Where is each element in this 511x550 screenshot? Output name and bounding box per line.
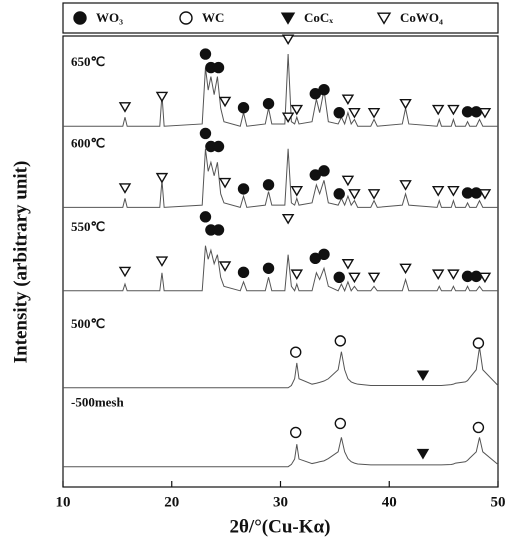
phase-marker xyxy=(367,272,381,284)
phase-marker xyxy=(318,83,330,96)
phase-marker xyxy=(281,112,295,124)
phase-marker xyxy=(333,271,345,283)
xrd-trace xyxy=(63,148,498,208)
phase-marker xyxy=(155,91,169,103)
legend-label: CoWO₄ xyxy=(400,10,443,25)
phase-marker xyxy=(367,189,381,200)
phase-marker xyxy=(290,104,304,116)
phase-marker xyxy=(334,335,347,347)
legend-swatch xyxy=(73,11,87,25)
phase-marker xyxy=(281,34,295,46)
phase-marker xyxy=(212,61,225,74)
phase-marker xyxy=(416,448,430,460)
phase-marker xyxy=(341,259,355,270)
phase-marker xyxy=(431,185,445,197)
phase-marker xyxy=(237,183,250,195)
phase-marker xyxy=(118,183,132,194)
phase-marker xyxy=(472,337,485,349)
legend-label: WC xyxy=(202,10,224,25)
phase-marker xyxy=(447,185,460,197)
y-axis-label: Intensity (arbitrary unit) xyxy=(10,161,31,364)
phase-marker xyxy=(218,177,232,189)
phase-marker xyxy=(212,140,225,153)
trace-label: 550℃ xyxy=(71,219,105,234)
x-tick-label: 40 xyxy=(382,494,397,510)
phase-marker xyxy=(199,48,212,60)
phase-marker xyxy=(431,104,445,116)
legend-swatch xyxy=(280,12,296,25)
phase-marker xyxy=(348,107,361,119)
phase-marker xyxy=(478,107,492,119)
phase-marker xyxy=(218,261,232,272)
x-axis-label: 2θ/°(Cu-Kα) xyxy=(230,516,331,537)
phase-marker xyxy=(399,263,412,275)
legend-box xyxy=(62,2,499,34)
phase-marker xyxy=(290,269,304,281)
legend-label: WO₃ xyxy=(96,10,123,25)
phase-marker xyxy=(290,346,302,358)
xrd-trace xyxy=(63,347,499,389)
x-tick-label: 30 xyxy=(273,494,288,510)
phase-marker xyxy=(431,269,445,281)
phase-marker xyxy=(341,94,355,106)
phase-marker xyxy=(318,248,330,260)
phase-marker xyxy=(478,189,492,200)
phase-marker xyxy=(155,172,169,184)
x-tick-label: 20 xyxy=(164,494,179,510)
phase-marker xyxy=(118,102,132,113)
phase-marker xyxy=(334,417,347,430)
trace-label: 500℃ xyxy=(71,316,105,331)
phase-marker xyxy=(237,266,250,279)
phase-marker xyxy=(367,107,381,119)
legend-swatch xyxy=(179,11,193,25)
phase-marker xyxy=(262,97,275,110)
phase-marker xyxy=(155,256,169,267)
phase-marker xyxy=(212,224,225,236)
phase-marker xyxy=(118,266,132,278)
phase-marker xyxy=(290,426,302,439)
xrd-trace xyxy=(63,54,498,127)
legend-label: CoCₓ xyxy=(304,10,333,25)
phase-marker xyxy=(348,272,361,284)
phase-marker xyxy=(447,269,460,281)
phase-marker xyxy=(262,262,275,274)
phase-marker xyxy=(218,96,232,108)
phase-marker xyxy=(416,370,430,382)
phase-marker xyxy=(399,180,412,191)
xrd-trace xyxy=(63,437,499,468)
phase-marker xyxy=(478,272,492,284)
x-tick-label: 10 xyxy=(56,494,71,510)
phase-marker xyxy=(290,185,304,197)
legend-swatch xyxy=(376,12,392,25)
x-tick-label: 50 xyxy=(491,494,506,510)
xrd-trace xyxy=(63,245,498,293)
phase-marker xyxy=(199,211,212,223)
phase-marker xyxy=(281,213,295,225)
trace-label: 650℃ xyxy=(71,54,105,69)
phase-marker xyxy=(333,188,345,200)
phase-marker xyxy=(199,127,212,140)
trace-label: -500mesh xyxy=(71,395,124,410)
trace-label: 600℃ xyxy=(71,135,105,150)
phase-marker xyxy=(399,98,412,110)
phase-marker xyxy=(333,106,345,119)
phase-marker xyxy=(318,165,330,177)
phase-marker xyxy=(341,175,355,187)
phase-marker xyxy=(348,189,361,200)
phase-marker xyxy=(237,102,250,114)
phase-marker xyxy=(472,421,485,434)
phase-marker xyxy=(447,104,460,116)
phase-marker xyxy=(262,179,275,191)
